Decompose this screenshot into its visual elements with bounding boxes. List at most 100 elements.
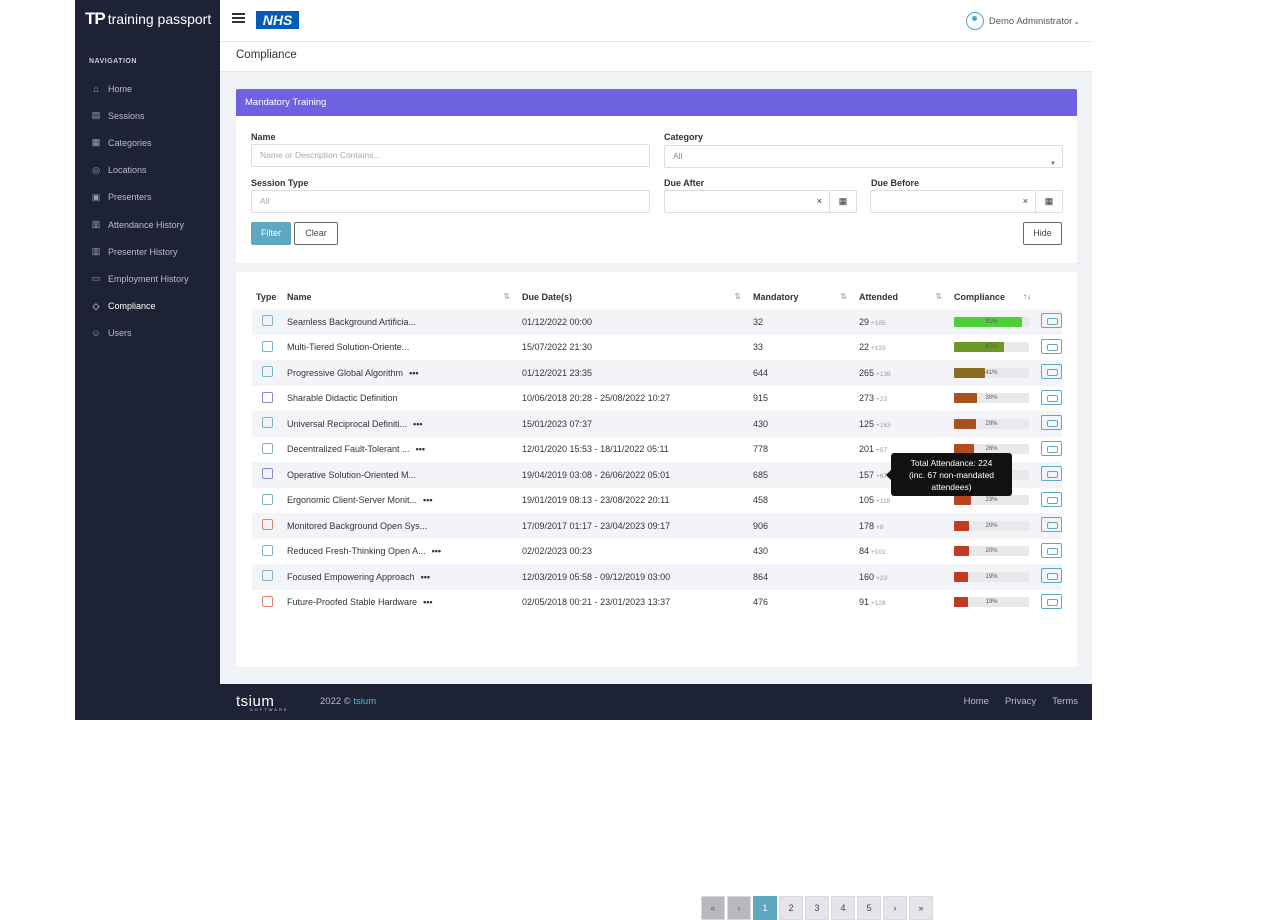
sort-icon[interactable]: ⇅: [840, 292, 847, 301]
training-name[interactable]: Future-Proofed Stable Hardware: [287, 597, 418, 608]
sidebar-item-presenters[interactable]: ▣ Presenters: [75, 184, 220, 211]
page-prev-button[interactable]: ‹: [727, 896, 751, 920]
training-name[interactable]: Sharable Didactic Definition: [287, 393, 398, 404]
attended-cell[interactable]: 178 +8: [855, 513, 950, 539]
compliance-cell: 41%: [950, 360, 1033, 386]
sort-icon[interactable]: ⇅: [935, 292, 942, 301]
view-details-icon[interactable]: [1041, 364, 1062, 380]
col-attended[interactable]: Attended ⇅: [855, 285, 950, 309]
attended-cell[interactable]: 125 +163: [855, 411, 950, 437]
sidebar-item-attendance-history[interactable]: ▥ Attendance History: [75, 211, 220, 238]
training-name[interactable]: Ergonomic Client-Server Monit...: [287, 495, 418, 506]
attended-cell[interactable]: 273 +23: [855, 386, 950, 412]
page-button[interactable]: 5: [857, 896, 881, 920]
page-button[interactable]: 4: [831, 896, 855, 920]
view-details-icon[interactable]: [1041, 415, 1062, 431]
attended-count: 125: [859, 418, 875, 429]
col-compliance[interactable]: Compliance ↑↓: [950, 285, 1033, 309]
more-icon[interactable]: •••: [409, 367, 419, 378]
footer-link-privacy[interactable]: Privacy: [1004, 696, 1037, 707]
sidebar-item-locations[interactable]: ◎ Locations: [75, 157, 220, 184]
session-type-icon: [262, 366, 273, 378]
attended-cell[interactable]: 91 +128: [855, 590, 950, 616]
clear-button[interactable]: Clear: [294, 222, 338, 245]
sidebar-item-sessions[interactable]: ▤ Sessions: [75, 102, 220, 129]
page-next-button[interactable]: ›: [883, 896, 907, 920]
training-name[interactable]: Seamless Background Artificia...: [287, 316, 417, 327]
view-details-icon[interactable]: [1041, 389, 1062, 405]
view-details-icon[interactable]: [1041, 440, 1062, 456]
menu-toggle-icon[interactable]: [232, 13, 245, 23]
more-icon[interactable]: •••: [423, 495, 433, 506]
view-details-icon[interactable]: [1041, 517, 1062, 533]
sort-icon[interactable]: ⇅: [503, 292, 510, 301]
attended-cell[interactable]: 105 +118: [855, 488, 950, 514]
sort-icon[interactable]: ⇅: [734, 292, 741, 301]
training-name[interactable]: Operative Solution-Oriented M...: [287, 469, 417, 480]
attended-cell[interactable]: 84 +101: [855, 539, 950, 565]
name-filter-input[interactable]: Name or Description Contains...: [251, 144, 650, 167]
category-select[interactable]: All ▼: [664, 145, 1063, 168]
col-name[interactable]: Name ⇅: [283, 285, 518, 309]
compliance-bar-fill: [954, 520, 969, 531]
sidebar-item-users[interactable]: ☺ Users: [75, 320, 220, 347]
due-after-input[interactable]: ×: [664, 190, 830, 213]
col-due[interactable]: Due Date(s) ⇅: [518, 285, 749, 309]
attended-cell[interactable]: 265 +138: [855, 360, 950, 386]
attended-count: 105: [859, 495, 875, 506]
due-before-input[interactable]: ×: [870, 190, 1036, 213]
view-details-icon[interactable]: [1041, 542, 1062, 558]
calendar-icon[interactable]: ▦: [1035, 190, 1063, 213]
training-name[interactable]: Focused Empowering Approach: [287, 571, 415, 582]
sidebar-item-compliance[interactable]: ◇ Compliance: [75, 293, 220, 320]
page-button[interactable]: 1: [753, 896, 777, 920]
sidebar-item-employment-history[interactable]: ▭ Employment History: [75, 265, 220, 292]
view-details-icon[interactable]: [1041, 491, 1062, 507]
page-first-button[interactable]: «: [701, 896, 725, 920]
brand-logo[interactable]: TP training passport: [75, 0, 220, 38]
view-details-icon[interactable]: [1041, 593, 1062, 609]
clear-icon[interactable]: ×: [1022, 196, 1028, 206]
more-icon[interactable]: •••: [431, 546, 442, 557]
session-type-select[interactable]: All: [251, 190, 650, 213]
view-details-icon[interactable]: [1041, 568, 1062, 584]
page-button[interactable]: 2: [779, 896, 803, 920]
calendar-icon[interactable]: ▦: [829, 190, 857, 213]
compliance-bar-fill: [954, 367, 985, 378]
training-name[interactable]: Monitored Background Open Sys...: [287, 520, 428, 531]
training-name[interactable]: Multi-Tiered Solution-Oriente...: [287, 342, 410, 353]
attended-cell[interactable]: 22 +133: [855, 335, 950, 361]
user-menu[interactable]: Demo Administrator ⌄: [965, 12, 1080, 30]
non-mandated-count: +23: [876, 396, 888, 404]
footer-link-terms[interactable]: Terms: [1052, 696, 1078, 707]
hide-button[interactable]: Hide: [1023, 222, 1062, 245]
view-details-icon[interactable]: [1041, 313, 1062, 329]
training-name[interactable]: Progressive Global Algorithm: [287, 367, 404, 378]
view-details-icon[interactable]: [1041, 338, 1062, 354]
compliance-bar-fill: [954, 418, 976, 429]
sidebar-item-home[interactable]: ⌂ Home: [75, 75, 220, 102]
training-name[interactable]: Reduced Fresh-Thinking Open A...: [287, 546, 426, 557]
attended-cell[interactable]: 29 +185: [855, 309, 950, 335]
attended-cell[interactable]: 201 +57: [855, 437, 950, 463]
page-button[interactable]: 3: [805, 896, 829, 920]
sort-active-icon[interactable]: ↑↓: [1023, 292, 1031, 301]
filter-button[interactable]: Filter: [251, 222, 291, 245]
page-last-button[interactable]: »: [909, 896, 933, 920]
due-cell: 02/02/2023 00:23: [522, 546, 593, 557]
more-icon[interactable]: •••: [423, 597, 433, 608]
attended-cell[interactable]: 160 +23: [855, 564, 950, 590]
sidebar-item-presenter-history[interactable]: ▥ Presenter History: [75, 238, 220, 265]
view-details-icon[interactable]: [1041, 466, 1062, 482]
training-name[interactable]: Decentralized Fault-Tolerant ...: [287, 444, 410, 455]
more-icon[interactable]: •••: [413, 418, 423, 429]
more-icon[interactable]: •••: [420, 571, 431, 582]
col-mandatory[interactable]: Mandatory ⇅: [749, 285, 855, 309]
footer-link-home[interactable]: Home: [963, 696, 989, 707]
more-icon[interactable]: •••: [415, 444, 426, 455]
actions-cell: [1033, 411, 1062, 437]
sidebar-item-categories[interactable]: ▦ Categories: [75, 129, 220, 156]
company-link[interactable]: tsium: [353, 696, 377, 707]
training-name[interactable]: Universal Reciprocal Definiti...: [287, 418, 408, 429]
clear-icon[interactable]: ×: [816, 196, 822, 206]
